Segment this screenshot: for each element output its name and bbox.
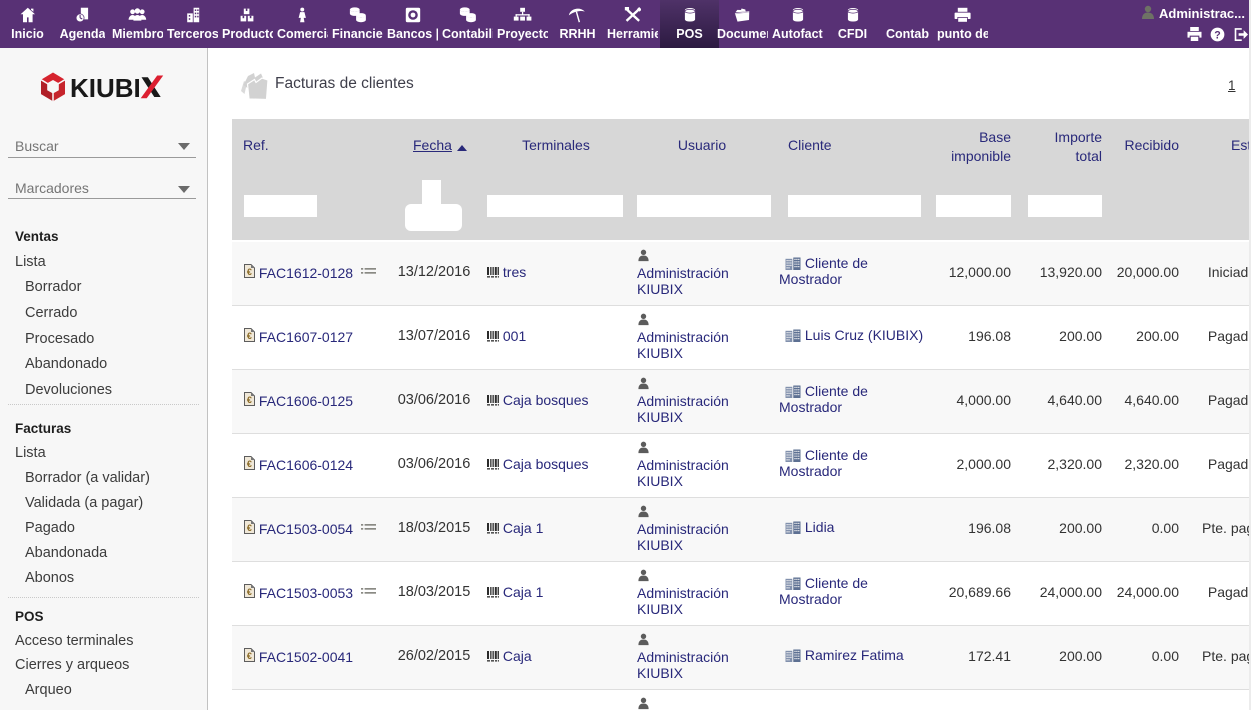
svg-text:€: € bbox=[247, 587, 252, 597]
svg-text:KIUBI: KIUBI bbox=[70, 73, 141, 103]
svg-text:€: € bbox=[247, 267, 252, 277]
svg-text:€: € bbox=[247, 331, 252, 341]
svg-text:?: ? bbox=[1214, 29, 1220, 41]
svg-text:€: € bbox=[247, 523, 252, 533]
svg-text:€: € bbox=[247, 651, 252, 661]
svg-text:€: € bbox=[247, 395, 252, 405]
svg-text:€: € bbox=[247, 459, 252, 469]
